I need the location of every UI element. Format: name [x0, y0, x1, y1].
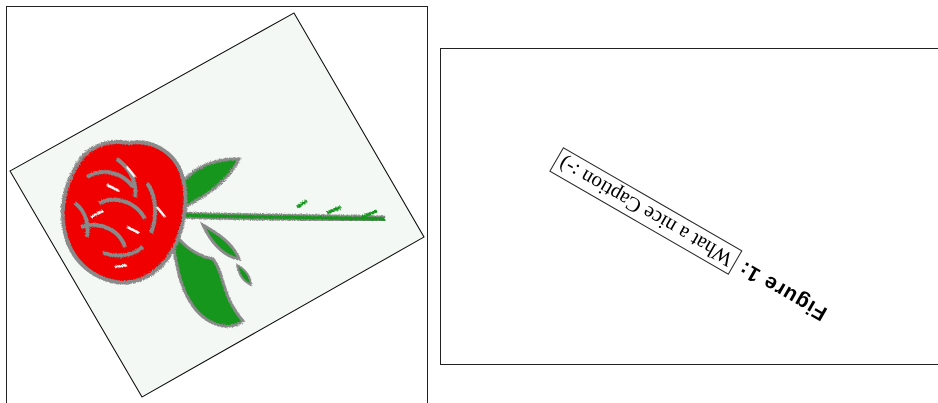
rotated-figure-graphic: [9, 12, 425, 398]
rose-flower: [60, 140, 188, 285]
caption-text: What a nice Caption :-): [549, 147, 743, 276]
rose-leaves: [169, 157, 253, 328]
figure-panel: [6, 6, 428, 403]
caption-panel: Figure 1: What a nice Caption :-): [440, 48, 938, 365]
caption-label: Figure 1:: [734, 256, 832, 326]
rotated-caption: Figure 1: What a nice Caption :-): [549, 147, 832, 327]
figure-paper: [9, 12, 425, 398]
rose-stem: [178, 199, 386, 223]
